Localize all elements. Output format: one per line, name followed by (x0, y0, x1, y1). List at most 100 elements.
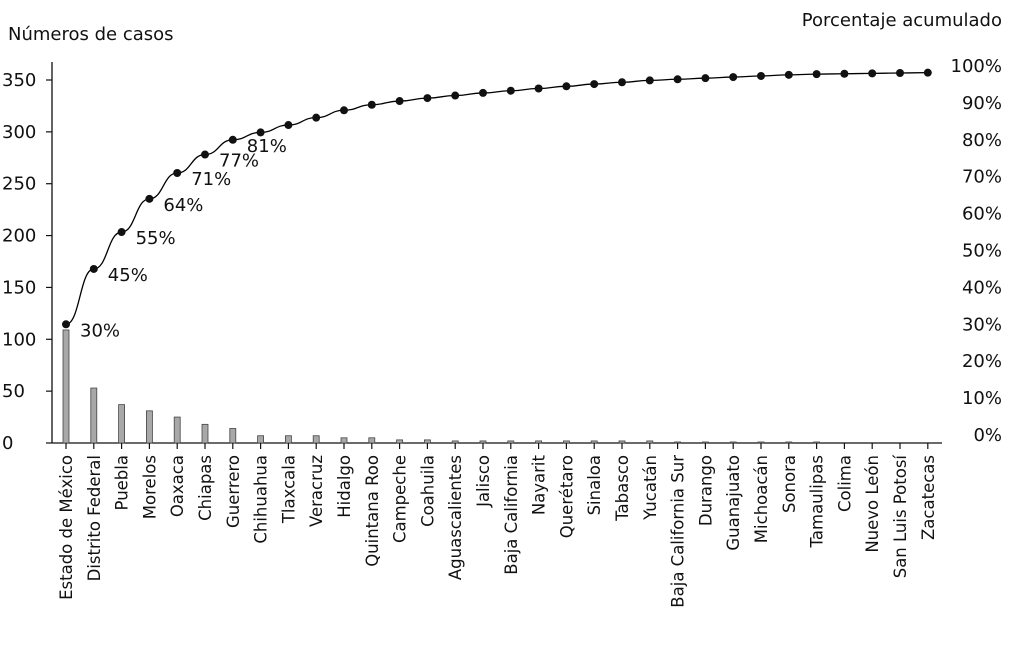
cumulative-point (618, 78, 626, 87)
bar (229, 428, 237, 444)
category-label: Tlaxcala (279, 455, 298, 524)
bar (62, 329, 70, 444)
cumulative-point (729, 73, 738, 82)
category-label: Morelos (140, 455, 159, 519)
bar (396, 439, 404, 444)
cumulative-point (784, 70, 793, 79)
bar (340, 437, 348, 444)
bar (507, 440, 515, 444)
cumulative-point (923, 68, 932, 77)
bar (702, 441, 709, 444)
right-tick-label: 60% (962, 204, 1002, 225)
cumulative-data-label: 55% (136, 228, 176, 249)
category-label: Oaxaca (168, 455, 187, 517)
right-tick-label: 40% (962, 277, 1002, 298)
cumulative-point (284, 121, 293, 130)
left-tick-labels: 0 50 100 150 200 250 300 350 (2, 70, 52, 454)
right-tick-labels: 0% 10% 20% 30% 40% 50% 60% 70% 80% 90% 100% (951, 56, 1002, 446)
category-label: Quintana Roo (363, 455, 382, 567)
cumulative-point (506, 86, 515, 95)
right-tick-label: 20% (962, 351, 1002, 372)
left-tick-label: 200 (2, 226, 36, 247)
left-tick-label: 50 (2, 381, 25, 402)
cumulative-point (62, 320, 70, 329)
category-label: Aguascalientes (446, 455, 465, 580)
bar (368, 437, 376, 444)
category-label: Puebla (113, 455, 132, 510)
cumulative-point (868, 69, 877, 78)
bar (535, 440, 542, 444)
category-label: Distrito Federal (85, 455, 104, 581)
bar (173, 416, 181, 444)
category-label: Querétaro (557, 455, 576, 538)
bar (90, 387, 98, 444)
category-label: Hidalgo (335, 455, 354, 518)
cumulative-point (812, 70, 821, 79)
bar (145, 410, 153, 444)
right-tick-label: 50% (962, 241, 1002, 262)
bar (618, 440, 626, 444)
category-label: Guerrero (224, 455, 243, 528)
cumulative-data-labels: 30% 45% 55% 64% 71%77%81% (80, 136, 287, 341)
right-tick-label: 100% (951, 56, 1002, 77)
category-label: Yucatán (641, 455, 660, 521)
left-tick-label: 300 (2, 122, 36, 143)
category-label: Michoacán (752, 455, 771, 543)
cumulative-point (590, 80, 599, 89)
bar (312, 435, 320, 444)
cumulative-data-label: 45% (108, 265, 148, 286)
bar (785, 441, 793, 444)
category-label: Nuevo León (863, 455, 882, 553)
bar (423, 439, 431, 444)
bar (201, 423, 209, 444)
left-tick-label: 0 (2, 433, 13, 454)
right-axis-title: Porcentaje acumulado (802, 10, 1002, 31)
cumulative-point (534, 84, 543, 93)
bar (479, 440, 487, 444)
category-label: Tabasco (613, 455, 632, 522)
cumulative-point (145, 194, 154, 203)
category-label: Coahuila (418, 455, 437, 527)
left-tick-label: 150 (2, 277, 36, 298)
cumulative-point (395, 97, 404, 106)
category-label: Baja California Sur (669, 455, 688, 608)
bar (674, 441, 681, 444)
category-label: Sonora (780, 455, 799, 513)
category-label: Zacatecas (919, 455, 938, 540)
cumulative-point (367, 100, 376, 109)
left-tick-label: 350 (2, 70, 36, 91)
cumulative-data-label: 64% (163, 195, 203, 216)
cumulative-point (256, 128, 265, 137)
bar (813, 441, 820, 444)
cumulative-point (173, 169, 182, 178)
category-label: Guanajuato (724, 455, 743, 551)
cumulative-point (340, 106, 348, 115)
cumulative-point (673, 75, 682, 84)
category-label: Sinaloa (585, 455, 604, 515)
bar (451, 440, 459, 444)
category-label: Baja California (502, 455, 521, 575)
cumulative-point (423, 94, 432, 103)
category-label: Campeche (391, 455, 410, 543)
cumulative-point (562, 82, 571, 91)
cumulative-data-label: 81% (247, 136, 287, 157)
cumulative-point (228, 135, 237, 144)
right-tick-label: 10% (962, 388, 1002, 409)
cumulative-point (117, 228, 126, 237)
bar (757, 441, 765, 444)
cumulative-data-label: 71% (191, 169, 231, 190)
bar-series (62, 329, 929, 449)
cumulative-point (312, 113, 321, 122)
cumulative-point (645, 76, 654, 85)
cumulative-point (896, 69, 904, 78)
category-label: Colima (835, 455, 854, 512)
category-label: San Luis Potosí (891, 454, 910, 579)
category-label: Chiapas (196, 455, 215, 521)
cumulative-point (757, 71, 765, 80)
bar (590, 440, 598, 444)
category-label: Durango (696, 455, 715, 526)
left-axis-title: Números de casos (8, 24, 174, 45)
category-label: Veracruz (307, 455, 326, 527)
cumulative-line-series (62, 68, 932, 329)
